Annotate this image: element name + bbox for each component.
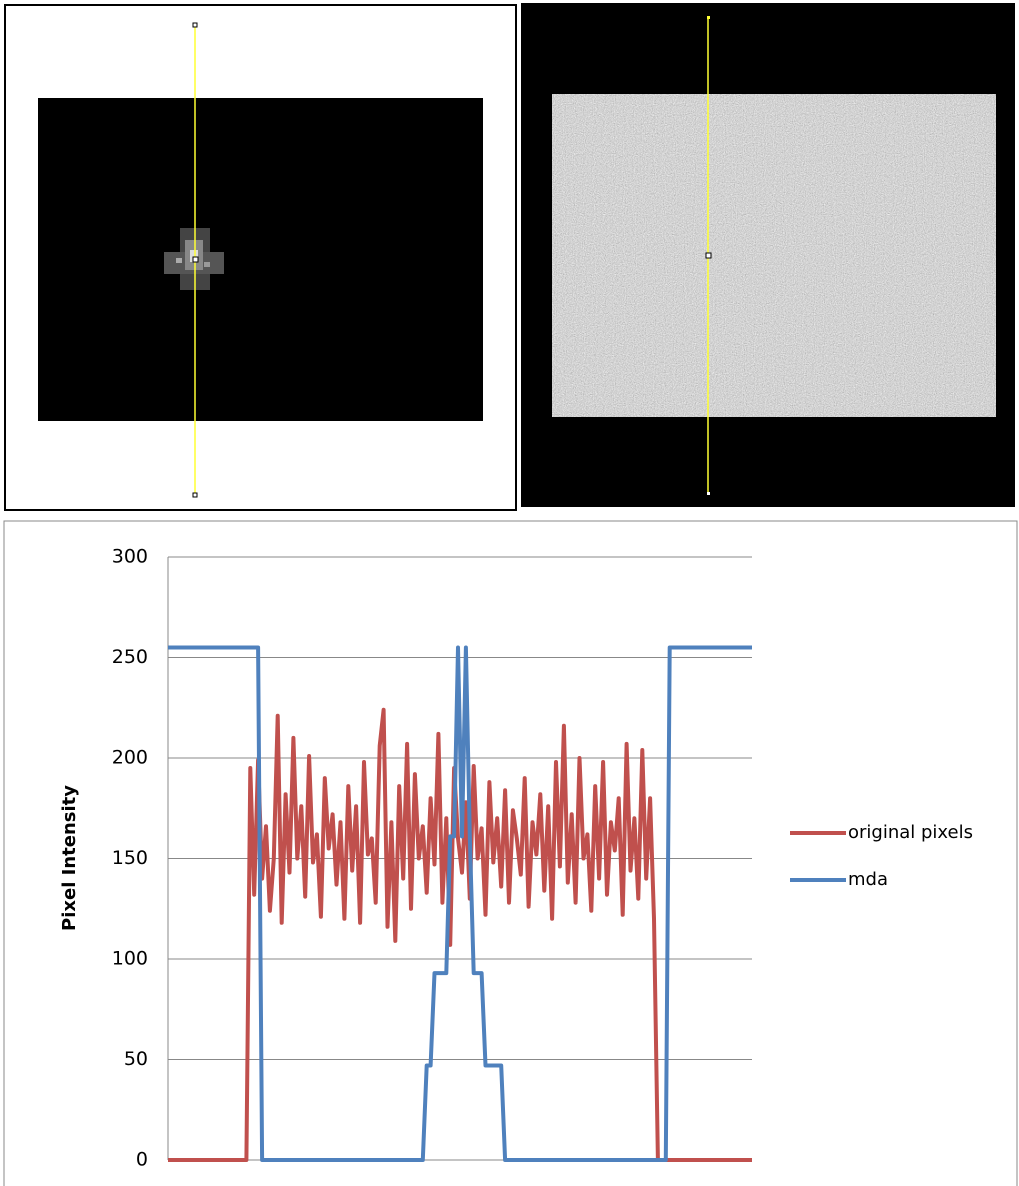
screen: Pixel Intensity 0 50 100 150 200 250 300 origin… — [0, 0, 1019, 1186]
spectrum-image — [38, 98, 483, 421]
legend-label: mda — [848, 869, 888, 890]
noise-image — [552, 94, 996, 417]
legend-label: original pixels — [848, 822, 973, 843]
handle[interactable] — [193, 493, 197, 497]
chart: Pixel Intensity 0 50 100 150 200 250 300 origin… — [4, 521, 1017, 1186]
left-panel — [5, 5, 516, 510]
handle[interactable] — [193, 257, 198, 262]
handle[interactable] — [193, 23, 197, 27]
y-tick-label: 200 — [112, 747, 148, 769]
y-tick-label: 250 — [112, 646, 148, 668]
page: Pixel Intensity 0 50 100 150 200 250 300 origin… — [0, 0, 1019, 1186]
handle[interactable] — [707, 492, 710, 495]
handle[interactable] — [706, 253, 711, 258]
y-tick-label: 300 — [112, 546, 148, 568]
y-tick-label: 150 — [112, 847, 148, 869]
y-tick-label: 0 — [136, 1149, 148, 1171]
y-tick-label: 50 — [124, 1048, 148, 1070]
handle[interactable] — [707, 16, 710, 19]
y-tick-label: 100 — [112, 948, 148, 970]
right-panel — [521, 3, 1015, 507]
y-axis-label: Pixel Intensity — [59, 785, 80, 931]
